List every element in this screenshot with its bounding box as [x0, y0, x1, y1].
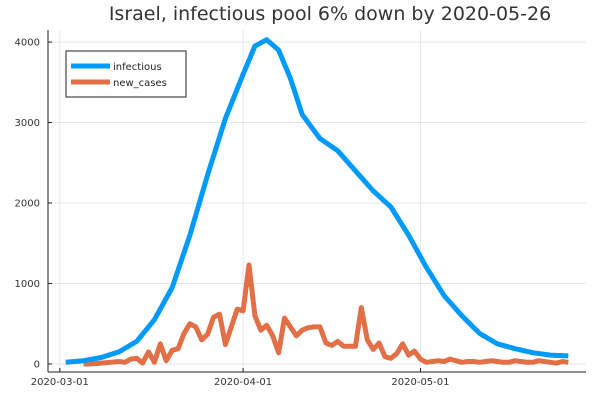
- grid: [48, 30, 586, 372]
- x-tick-label: 2020-05-01: [391, 377, 449, 388]
- x-tick-labels: 2020-03-01 2020-04-01 2020-05-01: [31, 368, 450, 388]
- x-tick-label: 2020-03-01: [31, 377, 89, 388]
- x-tick-label: 2020-04-01: [214, 377, 272, 388]
- axes: [47, 30, 586, 373]
- y-tick-label: 3000: [15, 118, 40, 129]
- legend-label-new-cases: new_cases: [113, 78, 167, 89]
- legend-label-infectious: infectious: [113, 62, 162, 73]
- legend-box: [65, 50, 187, 98]
- y-tick-label: 4000: [15, 38, 40, 49]
- series: [65, 37, 569, 367]
- y-tick-label: 2000: [15, 199, 40, 210]
- series-line-infectious: [65, 37, 569, 365]
- chart-title: Israel, infectious pool 6% down by 2020-…: [109, 3, 551, 25]
- series-line-new-cases: [83, 262, 569, 367]
- y-tick-labels: 0 1000 2000 3000 4000: [15, 38, 52, 370]
- y-tick-label: 1000: [15, 279, 40, 290]
- y-tick-label: 0: [34, 359, 40, 370]
- legend: infectious new_cases: [65, 50, 187, 98]
